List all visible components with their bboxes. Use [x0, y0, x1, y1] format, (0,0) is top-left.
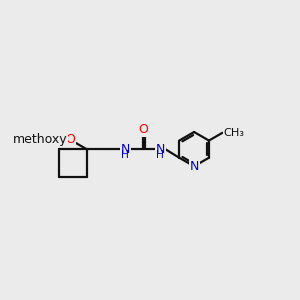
Text: H: H — [122, 150, 129, 161]
Text: O: O — [65, 133, 75, 146]
Text: N: N — [156, 142, 165, 156]
Text: O: O — [138, 123, 148, 136]
Text: N: N — [121, 142, 130, 156]
Text: methoxy: methoxy — [13, 133, 68, 146]
Text: H: H — [157, 150, 164, 161]
Text: N: N — [189, 160, 199, 173]
Text: CH₃: CH₃ — [224, 128, 245, 138]
